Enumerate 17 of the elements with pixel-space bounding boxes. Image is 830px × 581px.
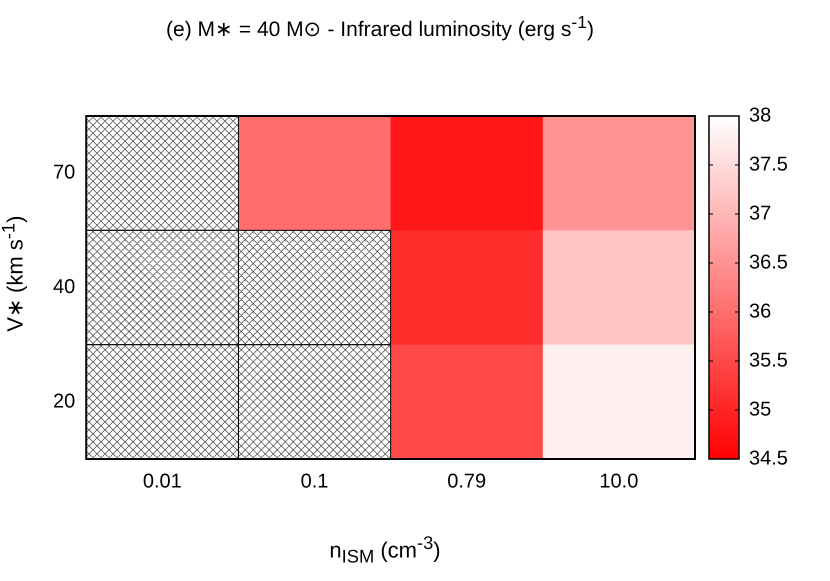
color-bar-label: 35 bbox=[749, 398, 772, 421]
x-tick-label: 0.79 bbox=[447, 470, 486, 493]
color-bar-label: 37.5 bbox=[749, 154, 788, 176]
x-tick-label: 0.1 bbox=[300, 470, 328, 493]
y-tick-label: 40 bbox=[52, 276, 76, 298]
color-bar-label: 36 bbox=[749, 300, 772, 323]
y-tick-label: 70 bbox=[52, 162, 76, 184]
color-bar-label: 35.5 bbox=[749, 350, 788, 372]
x-tick-label: 10.0 bbox=[599, 470, 638, 493]
chart-title: (e) M∗ = 40 M⊙ - Infrared luminosity (erg s$^{-1}$) bbox=[165, 12, 595, 42]
color-bar-label: 34.5 bbox=[749, 448, 788, 470]
y-tick-label: 20 bbox=[52, 390, 76, 412]
color-bar-label: 38 bbox=[749, 104, 772, 127]
x-axis-title: n$_{ISM}$ (cm$^{-3}$) bbox=[328, 532, 442, 568]
x-tick-label: 0.01 bbox=[142, 470, 182, 493]
color-bar-label: 36.5 bbox=[749, 252, 788, 274]
color-bar-label: 37 bbox=[749, 202, 772, 225]
